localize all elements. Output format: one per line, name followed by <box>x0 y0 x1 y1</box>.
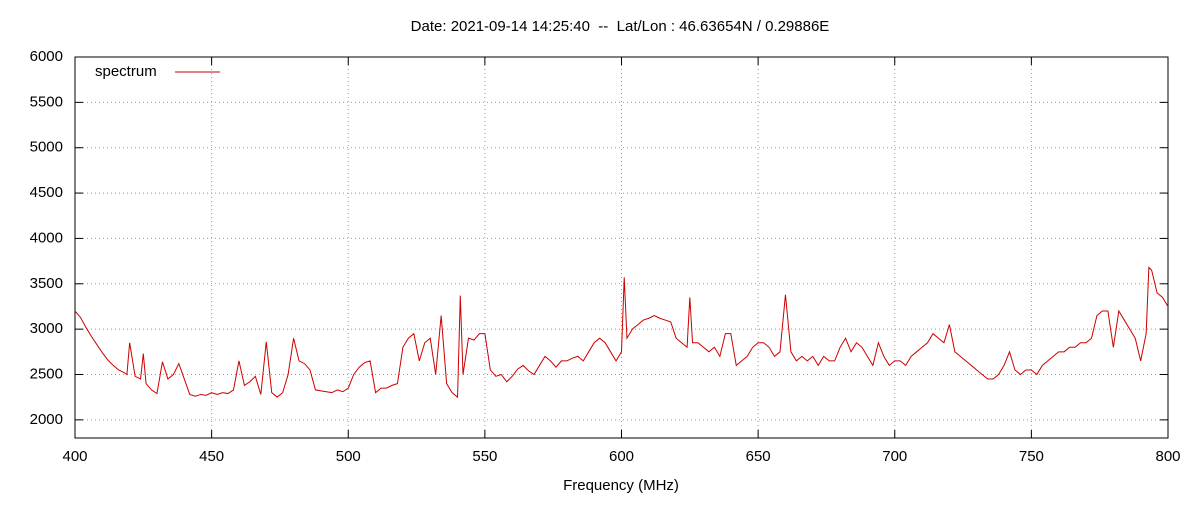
x-axis-label: Frequency (MHz) <box>563 477 679 494</box>
x-tick-label: 600 <box>609 448 634 465</box>
chart-title: Date: 2021-09-14 14:25:40 -- Lat/Lon : 4… <box>411 18 830 35</box>
x-tick-label: 550 <box>472 448 497 465</box>
legend-label: spectrum <box>95 63 157 80</box>
x-tick-label: 700 <box>882 448 907 465</box>
y-tick-label: 2500 <box>30 365 63 382</box>
y-tick-label: 2000 <box>30 411 63 428</box>
plot-frame <box>74 56 1169 439</box>
y-tick-label: 3500 <box>30 275 63 292</box>
x-tick-label: 450 <box>199 448 224 465</box>
y-tick-label: 4000 <box>30 229 63 246</box>
x-tick-label: 400 <box>62 448 87 465</box>
data-line <box>74 266 1169 399</box>
x-tick-label: 750 <box>1019 448 1044 465</box>
y-tick-label: 4500 <box>30 184 63 201</box>
x-tick-label: 800 <box>1155 448 1180 465</box>
y-tick-label: 3000 <box>30 320 63 337</box>
x-tick-label: 500 <box>336 448 361 465</box>
y-tick-label: 5000 <box>30 139 63 156</box>
x-tick-label: 650 <box>746 448 771 465</box>
y-tick-label: 5500 <box>30 93 63 110</box>
y-tick-label: 6000 <box>30 48 63 65</box>
